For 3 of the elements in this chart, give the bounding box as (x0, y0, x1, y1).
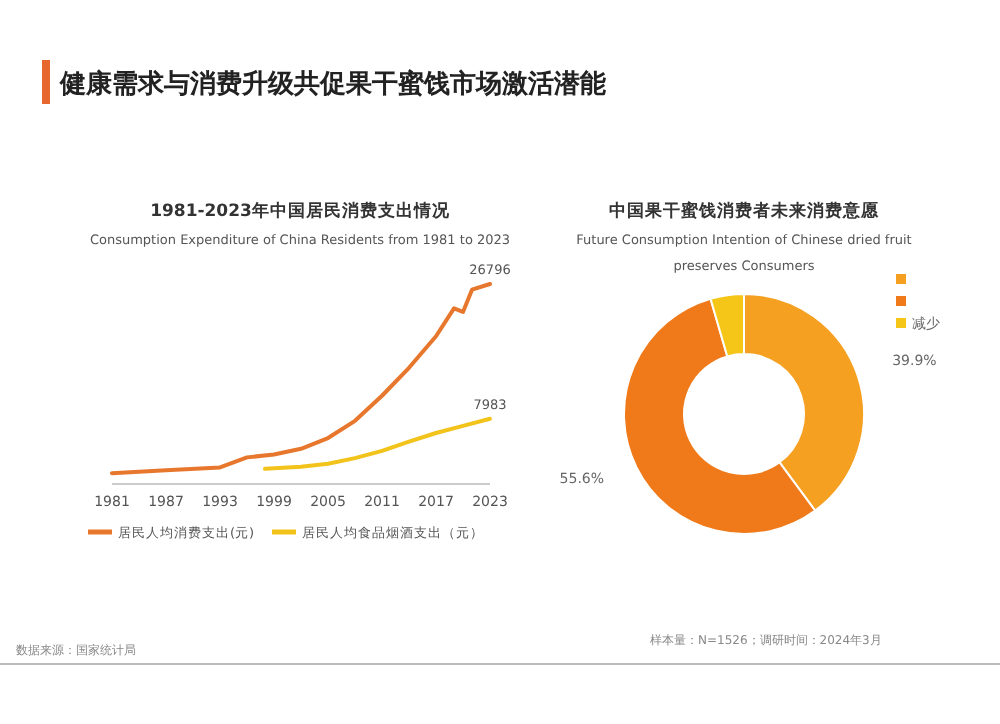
text: 健康需求与消费升级共促果干蜜饯市场激活潜能 (58, 68, 608, 100)
chart-title: 1981-2023年中国居民消费支出情况 (150, 200, 452, 222)
chart-title: 中国果干蜜饯消费者未来消费意愿 (609, 200, 881, 222)
